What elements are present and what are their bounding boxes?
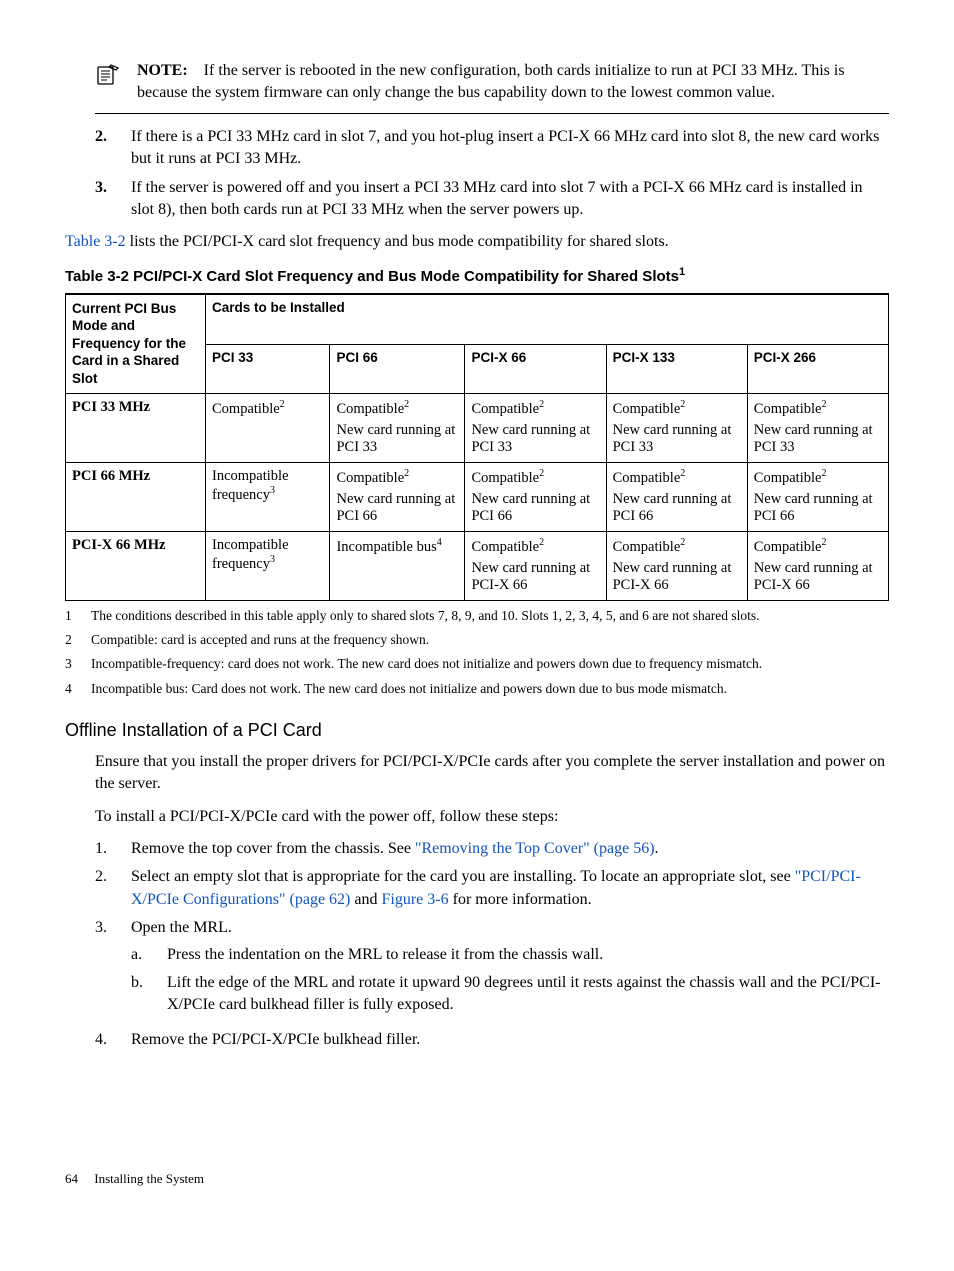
sub-step-text: Lift the edge of the MRL and rotate it u… xyxy=(167,972,889,1017)
step-num: 4. xyxy=(95,1029,113,1051)
footnote: 2 Compatible: card is accepted and runs a… xyxy=(65,631,889,649)
table-ref-para: Table 3-2 lists the PCI/PCI-X card slot … xyxy=(65,231,889,253)
table-title: Table 3-2 PCI/PCI-X Card Slot Frequency … xyxy=(65,266,889,285)
note-label: NOTE: xyxy=(137,62,188,79)
row-label: PCI 66 MHz xyxy=(66,463,206,532)
step-item: 2. Select an empty slot that is appropria… xyxy=(95,866,889,911)
step-num: 1. xyxy=(95,838,113,860)
note-icon xyxy=(95,60,121,105)
row-label: PCI-X 66 MHz xyxy=(66,532,206,601)
step-link[interactable]: "Removing the Top Cover" (page 56) xyxy=(415,840,655,857)
footnote: 1 The conditions described in this table … xyxy=(65,607,889,625)
table-cell: Incompatible frequency3 xyxy=(206,532,330,601)
footnote-text: The conditions described in this table a… xyxy=(91,607,760,625)
sub-step-item: a. Press the indentation on the MRL to re… xyxy=(131,944,889,966)
compatibility-table: Current PCI Bus Mode and Frequency for t… xyxy=(65,293,889,601)
footnote-num: 2 xyxy=(65,631,79,649)
table-col-header: PCI-X 266 xyxy=(747,344,888,394)
table-spanner: Cards to be Installed xyxy=(206,294,889,345)
step-item: 1. Remove the top cover from the chassis.… xyxy=(95,838,889,860)
step-text: Open the MRL. xyxy=(131,919,232,936)
table-col-header: PCI 33 xyxy=(206,344,330,394)
table-row: PCI 66 MHzIncompatible frequency3Compati… xyxy=(66,463,889,532)
footnote-num: 1 xyxy=(65,607,79,625)
footnote-num: 4 xyxy=(65,680,79,698)
footnote-text: Incompatible-frequency: card does not wo… xyxy=(91,655,762,673)
step-num: 2. xyxy=(95,866,113,911)
list-num: 3. xyxy=(95,177,113,222)
table-cell: Incompatible bus4 xyxy=(330,532,465,601)
step-link[interactable]: "PCI/PCI-X/PCIe Configurations" (page 62… xyxy=(131,868,861,907)
step-text: Remove the PCI/PCI-X/PCIe bulkhead fille… xyxy=(131,1031,420,1048)
table-footnotes: 1 The conditions described in this table … xyxy=(65,607,889,698)
table-rowhead: Current PCI Bus Mode and Frequency for t… xyxy=(66,294,206,394)
table-cell: Compatible2New card running at PCI 66 xyxy=(747,463,888,532)
table-cell: Compatible2New card running at PCI 33 xyxy=(330,394,465,463)
list-text: If the server is powered off and you ins… xyxy=(131,177,889,222)
table-cell: Compatible2New card running at PCI 33 xyxy=(465,394,606,463)
list-num: 2. xyxy=(95,126,113,171)
install-steps: 1. Remove the top cover from the chassis.… xyxy=(95,838,889,1051)
note-text: NOTE: If the server is rebooted in the n… xyxy=(137,60,889,105)
table-cell: Compatible2New card running at PCI 33 xyxy=(747,394,888,463)
table-cell: Compatible2New card running at PCI-X 66 xyxy=(747,532,888,601)
step-text: Select an empty slot that is appropriate… xyxy=(131,868,861,907)
note-block: NOTE: If the server is rebooted in the n… xyxy=(95,60,889,114)
table-cell: Compatible2New card running at PCI 66 xyxy=(606,463,747,532)
sub-step-text: Press the indentation on the MRL to rele… xyxy=(167,944,603,966)
sub-step-num: a. xyxy=(131,944,149,966)
sub-steps: a. Press the indentation on the MRL to re… xyxy=(131,944,889,1017)
footnote-text: Incompatible bus: Card does not work. Th… xyxy=(91,680,727,698)
row-label: PCI 33 MHz xyxy=(66,394,206,463)
table-cell: Incompatible frequency3 xyxy=(206,463,330,532)
sub-step-item: b. Lift the edge of the MRL and rotate it… xyxy=(131,972,889,1017)
table-ref-link[interactable]: Table 3-2 xyxy=(65,233,126,250)
list-item: 2. If there is a PCI 33 MHz card in slot … xyxy=(95,126,889,171)
step-item: 3. Open the MRL. a. Press the indentation o… xyxy=(95,917,889,1023)
table-col-header: PCI-X 66 xyxy=(465,344,606,394)
step-link[interactable]: Figure 3-6 xyxy=(382,891,449,908)
footnote: 3 Incompatible-frequency: card does not w… xyxy=(65,655,889,673)
section-intro-1: Ensure that you install the proper drive… xyxy=(95,751,889,796)
step-num: 3. xyxy=(95,917,113,1023)
footnote-text: Compatible: card is accepted and runs at… xyxy=(91,631,429,649)
footnote-num: 3 xyxy=(65,655,79,673)
pre-numbered-list: 2. If there is a PCI 33 MHz card in slot … xyxy=(95,126,889,222)
footer-title: Installing the System xyxy=(94,1171,204,1186)
sub-step-num: b. xyxy=(131,972,149,1017)
table-cell: Compatible2 xyxy=(206,394,330,463)
list-item: 3. If the server is powered off and you i… xyxy=(95,177,889,222)
page-number: 64 xyxy=(65,1171,78,1186)
table-cell: Compatible2New card running at PCI-X 66 xyxy=(465,532,606,601)
step-item: 4. Remove the PCI/PCI-X/PCIe bulkhead fil… xyxy=(95,1029,889,1051)
table-cell: Compatible2New card running at PCI 33 xyxy=(606,394,747,463)
note-body: If the server is rebooted in the new con… xyxy=(137,62,845,101)
step-text: Remove the top cover from the chassis. S… xyxy=(131,840,659,857)
table-cell: Compatible2New card running at PCI-X 66 xyxy=(606,532,747,601)
table-col-header: PCI-X 133 xyxy=(606,344,747,394)
table-col-header: PCI 66 xyxy=(330,344,465,394)
page-footer: 64 Installing the System xyxy=(65,1171,889,1187)
table-cell: Compatible2New card running at PCI 66 xyxy=(465,463,606,532)
table-row: PCI 33 MHzCompatible2Compatible2New card… xyxy=(66,394,889,463)
table-cell: Compatible2New card running at PCI 66 xyxy=(330,463,465,532)
table-row: PCI-X 66 MHzIncompatible frequency3Incom… xyxy=(66,532,889,601)
footnote: 4 Incompatible bus: Card does not work. T… xyxy=(65,680,889,698)
table-ref-rest: lists the PCI/PCI-X card slot frequency … xyxy=(126,233,669,250)
list-text: If there is a PCI 33 MHz card in slot 7,… xyxy=(131,126,889,171)
section-heading: Offline Installation of a PCI Card xyxy=(65,720,889,741)
section-intro-2: To install a PCI/PCI-X/PCIe card with th… xyxy=(95,806,889,828)
